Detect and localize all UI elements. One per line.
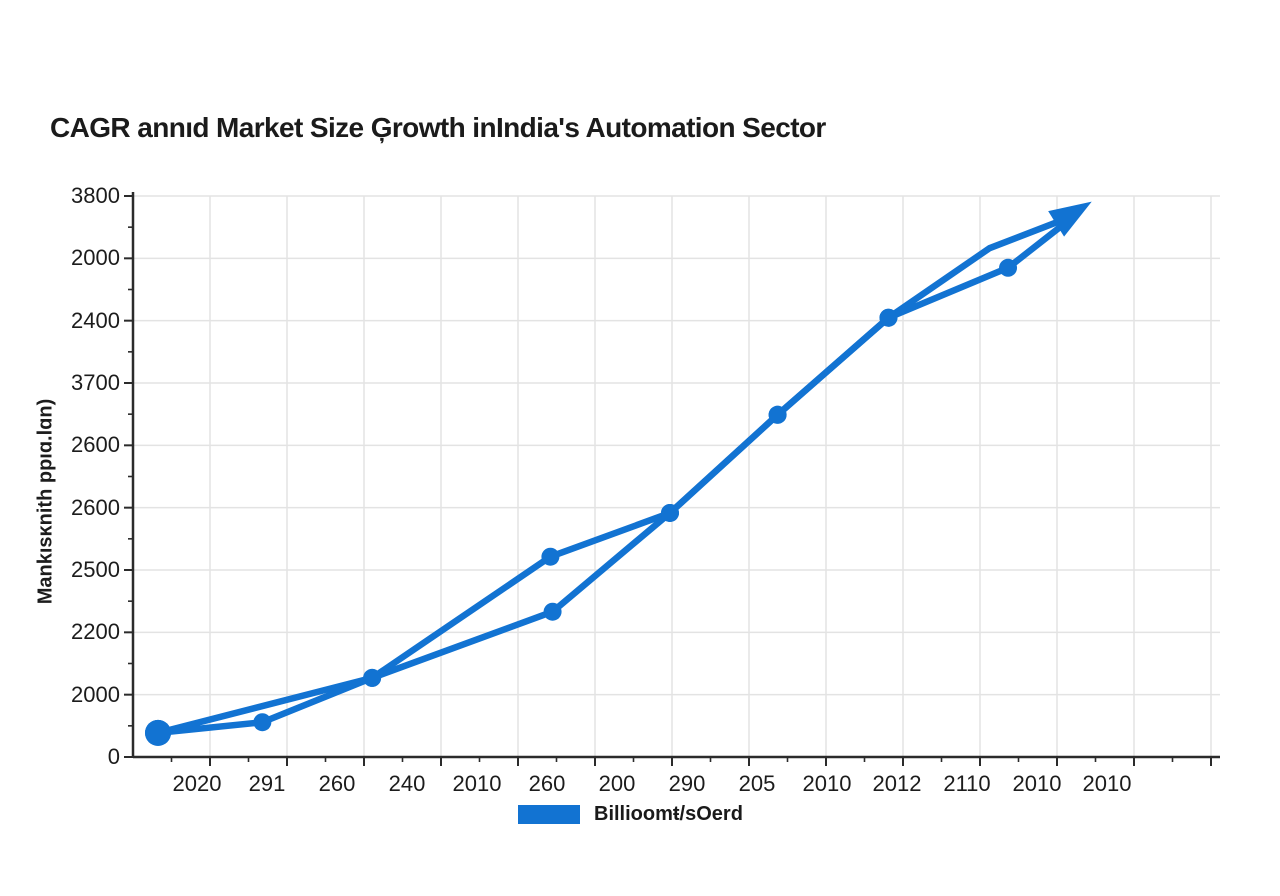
x-tick-label: 2010 [802, 771, 852, 796]
data-point-marker [768, 405, 787, 424]
x-tick-label: 200 [598, 771, 636, 796]
x-tick-label: 2010 [1082, 771, 1132, 796]
legend-swatch [518, 805, 580, 824]
y-tick-label: 2000 [71, 681, 120, 707]
data-point-marker [543, 602, 562, 621]
x-tick-label: 2110 [943, 771, 991, 796]
legend: Billioomŧ/sOerd [518, 803, 743, 826]
y-tick-label: 3800 [71, 183, 120, 208]
data-point-marker [879, 308, 898, 327]
x-tick-label: 260 [318, 771, 356, 796]
y-tick-label: 2600 [71, 432, 120, 458]
x-tick-label: 291 [248, 771, 286, 796]
y-tick-label: 2000 [71, 245, 120, 271]
data-line-upper-branch [154, 211, 1079, 737]
chart-title: CAGR annıd Market Size Ģrowth inIndia's … [50, 112, 826, 143]
x-tick-label: 2010 [1012, 771, 1062, 796]
data-point-marker [999, 258, 1018, 277]
data-point-marker [660, 503, 679, 522]
data-point-marker [541, 547, 560, 566]
x-tick-label: 2012 [872, 771, 922, 796]
y-tick-label: 3700 [71, 370, 120, 395]
x-tick-label: 240 [388, 771, 426, 796]
y-tick-label: 0 [107, 744, 120, 769]
y-tick-label: 2500 [71, 557, 120, 582]
data-line-lower-branch [154, 211, 1079, 737]
x-tick-label: 2010 [452, 771, 502, 796]
data-point-marker [363, 668, 382, 687]
y-tick-label: 2600 [71, 494, 120, 520]
y-tick-label: 2400 [71, 307, 120, 333]
x-tick-label: 290 [668, 771, 706, 796]
y-tick-label: 2200 [71, 619, 120, 645]
arrowhead [1048, 201, 1092, 237]
x-tick-label: 205 [738, 771, 776, 796]
legend-label: Billioomŧ/sOerd [594, 803, 743, 825]
data-point-marker [253, 713, 272, 732]
data-point-marker [145, 719, 172, 746]
x-tick-label: 2020 [172, 771, 222, 796]
x-tick-label: 260 [528, 771, 566, 796]
